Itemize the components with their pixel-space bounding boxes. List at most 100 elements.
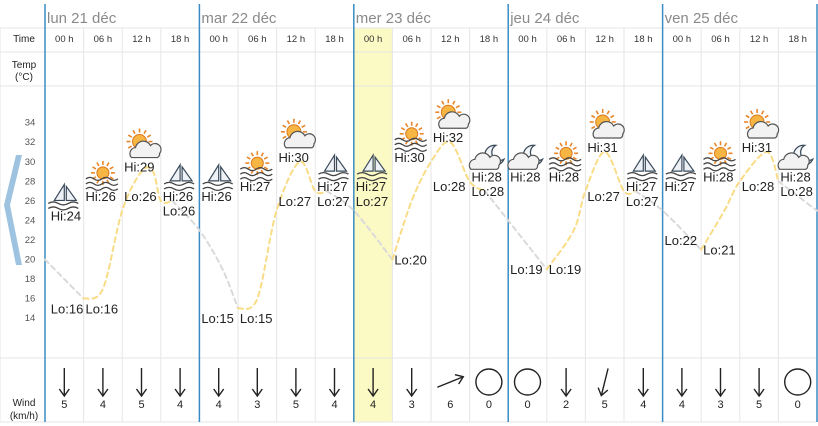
wind-arrow-icon xyxy=(290,368,302,398)
y-tick-label: 32 xyxy=(25,137,36,148)
temperature-label: Lo:19 xyxy=(510,262,543,277)
temperature-label: Lo:22 xyxy=(665,233,698,248)
wind-arrow-icon xyxy=(135,368,148,398)
moon-sail-icon xyxy=(163,162,195,192)
temperature-label: Lo:26 xyxy=(163,204,196,219)
hour-label: 18 h xyxy=(480,34,499,45)
wind-arrow-icon xyxy=(597,368,609,397)
temperature-label: Lo:28 xyxy=(742,179,775,194)
wind-speed: 0 xyxy=(524,399,530,411)
hour-label: 18 h xyxy=(171,34,190,45)
hour-label: 12 h xyxy=(287,34,306,45)
y-tick-label: 18 xyxy=(25,274,36,285)
temperature-label: Hi:28 xyxy=(549,169,579,184)
temperature-label: Lo:27 xyxy=(356,194,389,209)
moon-sail-icon xyxy=(626,153,658,182)
temperature-label: Lo:27 xyxy=(626,194,659,209)
wind-speed: 4 xyxy=(177,399,183,411)
wind-speed: 6 xyxy=(447,399,453,411)
wind-speed: 5 xyxy=(61,399,67,411)
sun-fog-icon xyxy=(85,160,119,192)
temperature-label: Lo:28 xyxy=(780,184,813,199)
sun-cloud-icon xyxy=(435,99,471,129)
temperature-curve xyxy=(700,150,780,251)
temperature-curve xyxy=(44,258,85,300)
temperature-label: Hi:27 xyxy=(626,179,656,194)
temperature-label: Hi:27 xyxy=(240,179,270,194)
sun-cloud-icon xyxy=(589,109,625,139)
temperature-curve xyxy=(634,190,703,251)
wind-arrow-icon xyxy=(406,368,418,398)
y-tick-label: 14 xyxy=(25,313,36,324)
moon-cloud-icon xyxy=(777,144,815,170)
temperature-label: Hi:30 xyxy=(279,150,309,165)
moon-cloud-icon xyxy=(468,144,506,170)
temp-label: Temp xyxy=(12,60,37,71)
wind-unit-label: (km/h) xyxy=(10,411,38,422)
temperature-label: Hi:26 xyxy=(163,189,193,204)
y-tick-label: 26 xyxy=(25,196,36,207)
moon-sail-icon xyxy=(202,162,234,192)
wind-speed: 4 xyxy=(331,399,337,411)
wind-speed: 4 xyxy=(679,399,685,411)
calm-wind-icon xyxy=(784,368,812,396)
temperature-label: Lo:26 xyxy=(124,189,157,204)
temperature-label: Hi:29 xyxy=(124,160,154,175)
temperature-label: Hi:28 xyxy=(510,169,540,184)
temperature-label: Hi:31 xyxy=(587,140,617,155)
hour-label: 00 h xyxy=(518,34,537,45)
wind-speed: 3 xyxy=(254,399,260,411)
chevron-left-icon[interactable] xyxy=(4,155,22,265)
day-header: jeu 24 déc xyxy=(509,10,580,27)
temperature-label: Lo:16 xyxy=(86,301,119,316)
temperature-label: Hi:27 xyxy=(356,179,386,194)
temperature-label: Lo:19 xyxy=(549,262,582,277)
y-tick-label: 28 xyxy=(25,176,36,187)
hour-label: 00 h xyxy=(673,34,692,45)
temperature-label: Hi:32 xyxy=(433,130,463,145)
moon-sail-icon xyxy=(47,182,79,211)
temperature-label: Hi:26 xyxy=(86,189,116,204)
temperature-label: Hi:31 xyxy=(742,140,772,155)
temperature-label: Lo:28 xyxy=(472,184,505,199)
temperature-label: Lo:20 xyxy=(394,252,427,267)
temperature-label: Lo:16 xyxy=(51,301,84,316)
wind-speed: 5 xyxy=(602,399,608,411)
wind-speed: 5 xyxy=(293,399,299,411)
sun-fog-icon xyxy=(239,151,273,182)
hour-label: 12 h xyxy=(595,34,614,45)
y-tick-label: 22 xyxy=(25,235,36,246)
temperature-label: Hi:28 xyxy=(472,169,502,184)
wind-arrow-icon xyxy=(251,368,263,398)
wind-speed: 0 xyxy=(486,399,492,411)
hour-label: 18 h xyxy=(634,34,653,45)
temperature-label: Lo:28 xyxy=(433,179,466,194)
wind-arrow-icon xyxy=(753,368,765,398)
temperature-curve xyxy=(484,190,548,271)
moon-cloud-icon xyxy=(507,144,544,170)
hour-label: 06 h xyxy=(711,34,730,45)
wind-label: Wind xyxy=(13,398,36,409)
temperature-label: Lo:15 xyxy=(240,311,273,326)
wind-arrow-icon xyxy=(437,374,465,388)
hour-label: 12 h xyxy=(750,34,769,45)
temperature-curve xyxy=(171,199,239,310)
hour-label: 06 h xyxy=(402,34,421,45)
temperature-label: Lo:15 xyxy=(201,311,234,326)
temperature-label: Hi:27 xyxy=(317,179,347,194)
wind-arrow-icon xyxy=(676,368,688,398)
sun-cloud-icon xyxy=(280,118,316,149)
wind-arrow-icon xyxy=(174,368,186,398)
temperature-curve xyxy=(325,190,394,261)
temperature-curve xyxy=(82,166,174,300)
moon-sail-icon xyxy=(318,153,349,182)
sun-fog-icon xyxy=(394,121,428,152)
wind-arrow-icon xyxy=(637,368,649,398)
y-tick-label: 30 xyxy=(25,157,36,168)
hour-label: 06 h xyxy=(557,34,576,45)
y-tick-label: 34 xyxy=(25,118,36,129)
y-tick-label: 20 xyxy=(25,255,36,266)
wind-speed: 5 xyxy=(756,399,762,411)
hour-label: 18 h xyxy=(325,34,344,45)
moon-sail-icon xyxy=(356,153,388,182)
